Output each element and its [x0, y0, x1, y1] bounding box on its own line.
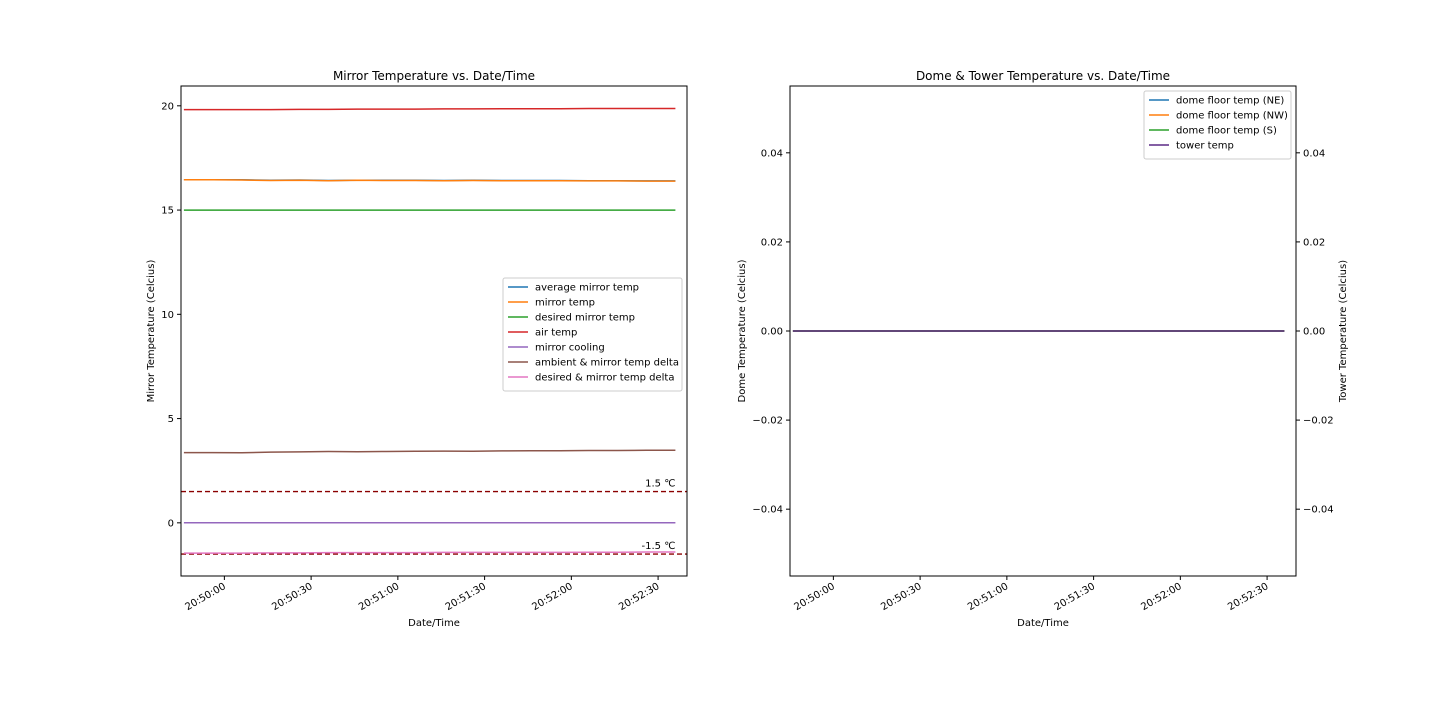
y-tick-label: 0.02 — [761, 237, 783, 248]
legend-entry: air temp — [535, 328, 577, 339]
y-tick-label: −0.02 — [752, 416, 783, 427]
y-tick-label: −0.04 — [752, 505, 783, 516]
y-axis-label-right: Tower Temperature (Celcius) — [1338, 260, 1349, 403]
y-right-tick-label: 0.02 — [1303, 237, 1325, 248]
legend-entry: desired & mirror temp delta — [535, 373, 674, 384]
y-axis-label: Dome Temperature (Celcius) — [737, 259, 748, 402]
y-tick-label: 0.04 — [761, 148, 783, 159]
x-tick-label: 20:52:00 — [530, 581, 574, 613]
legend-entry: ambient & mirror temp delta — [535, 358, 679, 369]
x-tick-label: 20:51:00 — [966, 581, 1010, 613]
x-axis-label: Date/Time — [1017, 618, 1069, 629]
y-tick-label: 5 — [168, 414, 174, 425]
legend-entry: dome floor temp (NE) — [1176, 96, 1284, 107]
y-right-tick-label: 0.04 — [1303, 148, 1325, 159]
y-tick-label: 20 — [161, 101, 174, 112]
series-line — [183, 449, 676, 454]
dome-tower-temperature-chart: Dome & Tower Temperature vs. Date/Time 2… — [737, 69, 1349, 629]
x-tick-label: 20:50:30 — [270, 581, 314, 613]
legend-entry: mirror cooling — [535, 343, 605, 354]
x-tick-label: 20:50:00 — [792, 581, 836, 613]
series-line — [183, 107, 676, 111]
legend-entry: mirror temp — [535, 298, 595, 309]
y-right-tick-label: 0.00 — [1303, 327, 1325, 338]
y-tick-label: 10 — [161, 310, 174, 321]
x-tick-label: 20:50:00 — [183, 581, 227, 613]
threshold-label: 1.5 ℃ — [645, 479, 675, 490]
x-axis-label: Date/Time — [408, 618, 460, 629]
legend-entry: average mirror temp — [535, 283, 639, 294]
legend: dome floor temp (NE) dome floor temp (NW)… — [1143, 90, 1292, 160]
legend: average mirror temp mirror temp desired mi… — [502, 277, 683, 392]
plot-frame — [180, 85, 688, 577]
series-line — [183, 179, 676, 182]
x-tick-label: 20:51:30 — [444, 581, 488, 613]
legend-entry: dome floor temp (NW) — [1176, 111, 1288, 122]
series-line — [183, 551, 676, 554]
y-tick-label: 0.00 — [761, 327, 783, 338]
y-right-tick-label: −0.04 — [1303, 505, 1334, 516]
x-tick-label: 20:52:30 — [617, 581, 661, 613]
y-tick-label: 15 — [161, 206, 174, 217]
y-tick-label: 0 — [168, 518, 174, 529]
y-axis-label: Mirror Temperature (Celcius) — [146, 260, 157, 403]
mirror-temperature-chart: Mirror Temperature vs. Date/Time 1.5 ℃ -1… — [146, 69, 688, 629]
x-tick-label: 20:52:00 — [1139, 581, 1183, 613]
x-tick-label: 20:51:00 — [357, 581, 401, 613]
legend-entry: dome floor temp (S) — [1176, 126, 1277, 137]
chart-title: Mirror Temperature vs. Date/Time — [333, 69, 535, 83]
legend-entry: desired mirror temp — [535, 313, 635, 324]
legend-entry: tower temp — [1176, 141, 1234, 152]
x-tick-label: 20:51:30 — [1053, 581, 1097, 613]
legend-frame — [1143, 90, 1292, 160]
x-tick-label: 20:50:30 — [879, 581, 923, 613]
chart-title: Dome & Tower Temperature vs. Date/Time — [916, 69, 1170, 83]
y-right-tick-label: −0.02 — [1303, 416, 1334, 427]
x-tick-label: 20:52:30 — [1226, 581, 1270, 613]
legend-frame — [502, 277, 683, 392]
threshold-label: -1.5 ℃ — [642, 541, 676, 552]
